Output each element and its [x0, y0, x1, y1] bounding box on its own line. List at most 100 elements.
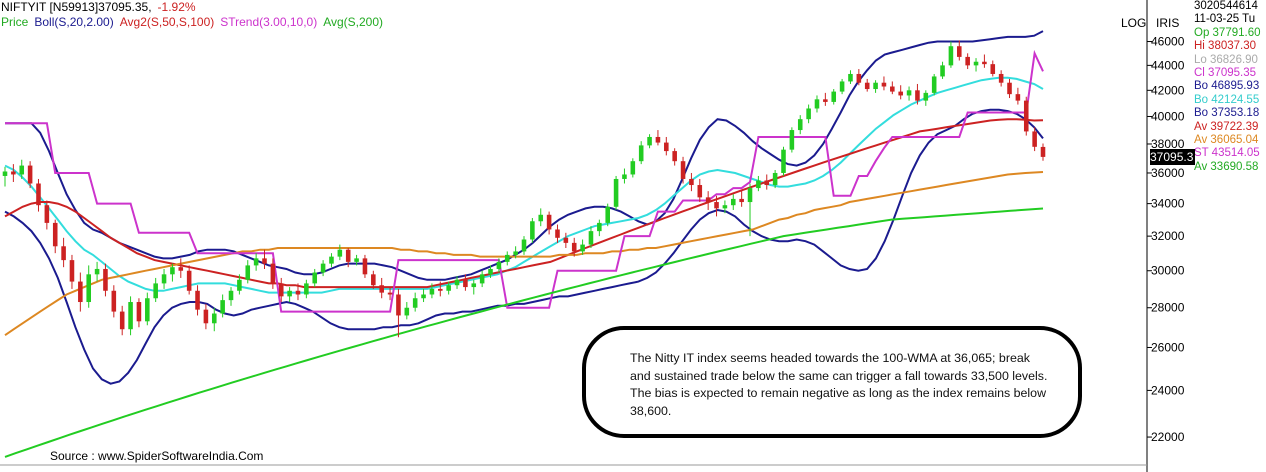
candle	[354, 254, 359, 266]
candle-body	[931, 76, 937, 93]
candle	[982, 54, 987, 68]
y-tick-label: 34000	[1151, 197, 1185, 211]
candle	[78, 272, 83, 312]
candle-body	[496, 261, 502, 269]
candle-body	[923, 92, 929, 101]
iris-toggle[interactable]: IRIS	[1156, 16, 1180, 30]
candle-body	[689, 178, 694, 186]
candle	[839, 78, 845, 95]
candle-body	[438, 288, 443, 291]
y-tick-label: 44000	[1151, 58, 1185, 72]
y-tick-label: 32000	[1151, 229, 1185, 243]
candle	[957, 40, 962, 61]
candle	[446, 281, 451, 295]
candle	[831, 89, 837, 105]
candle	[973, 58, 979, 72]
candle-body	[630, 161, 636, 175]
candle	[998, 70, 1004, 87]
candle	[856, 69, 862, 86]
candle	[823, 92, 828, 106]
candle-body	[471, 283, 477, 288]
candle-body	[739, 198, 744, 203]
candle-body	[211, 313, 217, 324]
candle	[530, 218, 535, 243]
candle	[496, 258, 502, 273]
candle-body	[973, 61, 979, 66]
candle-body	[262, 258, 267, 264]
candle-body	[1032, 131, 1037, 147]
candle	[513, 246, 518, 259]
candle	[580, 239, 585, 255]
candle	[237, 274, 242, 295]
data-window-line: Cl 37095.35	[1194, 66, 1257, 79]
candle	[36, 178, 41, 212]
candle	[86, 265, 91, 308]
candle	[697, 178, 703, 203]
candle	[940, 61, 945, 79]
candle-body	[555, 229, 560, 238]
candle-body	[864, 82, 870, 90]
candle-body	[454, 279, 460, 286]
legend-item: Boll(S,20,2.00)	[34, 15, 114, 29]
candle-body	[69, 260, 75, 282]
candle-body	[228, 290, 234, 301]
candle	[371, 270, 376, 289]
candle	[245, 260, 251, 284]
source-credit: Source : www.SpiderSoftwareIndia.Com	[50, 449, 264, 463]
candle	[228, 287, 234, 306]
candle	[890, 81, 895, 95]
candle	[211, 307, 217, 332]
candle-body	[371, 274, 376, 286]
candle	[647, 134, 652, 149]
candle-body	[806, 108, 811, 120]
candle-body	[664, 142, 669, 152]
candle-body	[320, 263, 326, 273]
data-window: 3020544614 11-03-25 Tu Op 37791.60 Hi 38037…	[1194, 0, 1266, 174]
candle-body	[362, 258, 368, 275]
indicator-line	[4, 76, 1044, 294]
candle	[421, 288, 426, 303]
candle-body	[270, 263, 276, 284]
candle-body	[186, 270, 192, 291]
candle-body	[990, 64, 996, 74]
candle	[488, 265, 493, 278]
candle-body	[705, 197, 711, 203]
candle-body	[655, 136, 661, 143]
candle-body	[128, 302, 133, 330]
candle	[471, 279, 477, 295]
candle-body	[488, 268, 493, 275]
candle	[1023, 96, 1029, 136]
candle-body	[2, 171, 8, 176]
candle	[546, 211, 552, 235]
candle-body	[1007, 82, 1012, 95]
candle	[730, 194, 736, 210]
data-window-line: Lo 36826.90	[1194, 53, 1258, 66]
candle-body	[638, 145, 644, 162]
candle-body	[747, 188, 753, 203]
candle-body	[881, 82, 887, 87]
candle-body	[1023, 100, 1029, 132]
legend-item: Avg(S,200)	[323, 15, 384, 29]
candle-body	[839, 81, 845, 92]
candle	[1015, 87, 1021, 105]
candle-body	[722, 205, 728, 209]
log-scale-toggle[interactable]: LOG	[1121, 16, 1147, 30]
candle-body	[44, 205, 50, 223]
indicator-line	[4, 108, 1044, 385]
candle-body	[136, 302, 142, 322]
candle-body	[504, 254, 510, 262]
candle-body	[948, 46, 954, 66]
candle	[44, 200, 50, 230]
candle	[898, 85, 903, 100]
candle	[186, 265, 192, 295]
candle	[521, 236, 527, 255]
candle	[119, 305, 125, 336]
candle-body	[237, 279, 242, 291]
percent-change: -1.92%	[157, 0, 196, 14]
candle	[563, 232, 569, 248]
candle	[128, 296, 133, 336]
data-window-line: Av 33690.58	[1194, 160, 1259, 173]
candle-body	[94, 268, 100, 275]
candle	[948, 41, 954, 68]
